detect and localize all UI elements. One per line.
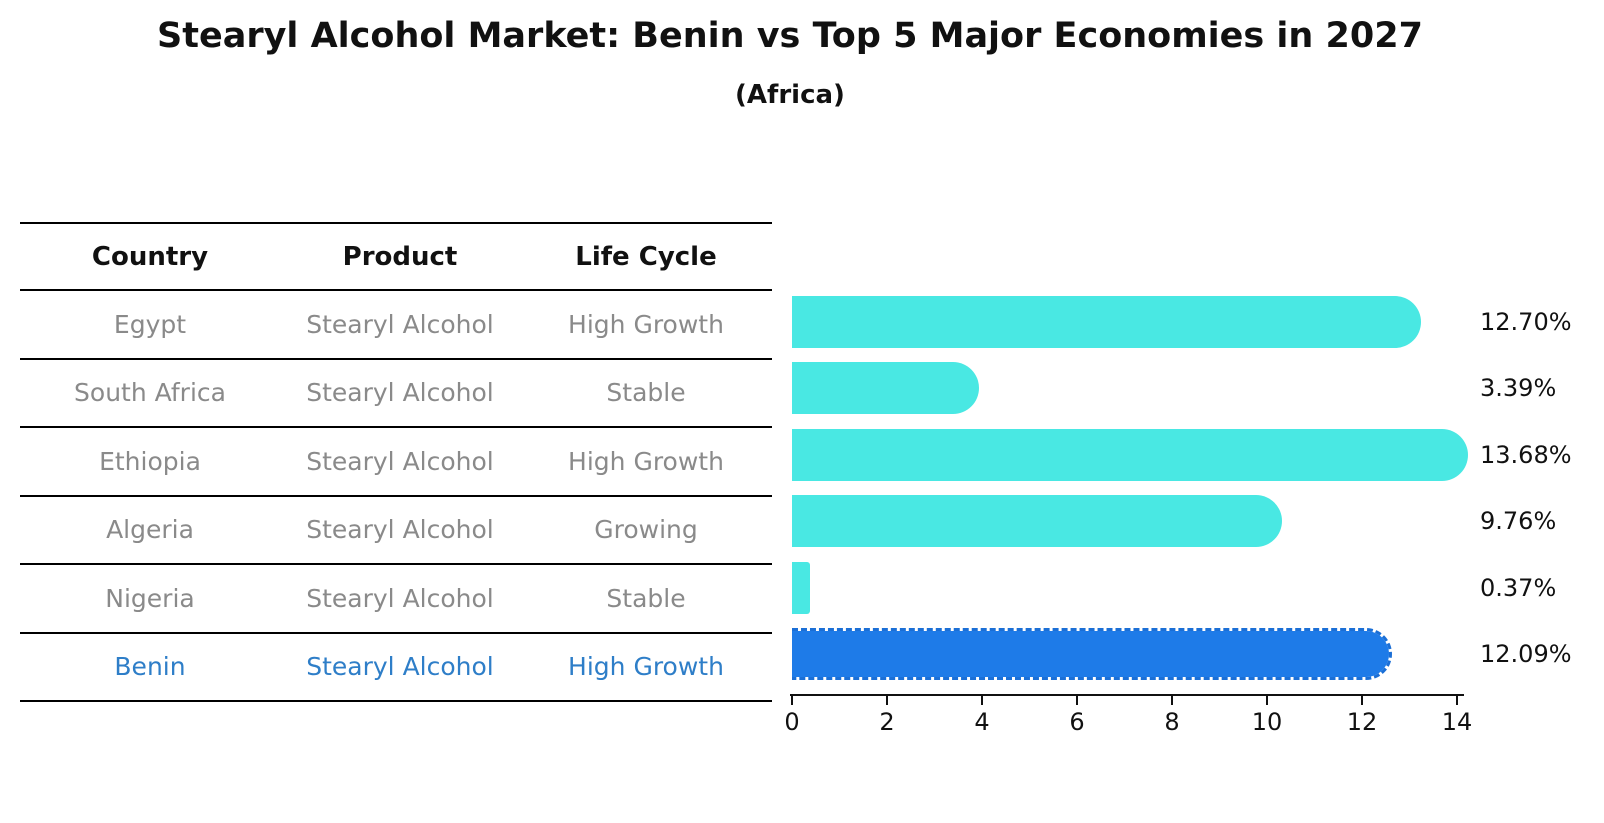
table-row-benin: Benin Stearyl Alcohol High Growth [20, 634, 772, 702]
life-cycle-cell: High Growth [568, 309, 724, 339]
x-axis-tick [1266, 696, 1268, 705]
table-row-nigeria: Nigeria Stearyl Alcohol Stable [20, 565, 772, 634]
product-cell: Stearyl Alcohol [306, 309, 494, 339]
x-axis-tick [886, 696, 888, 705]
value-label-egypt: 12.70% [1480, 308, 1572, 336]
x-axis-tick-label: 6 [1069, 708, 1085, 736]
product-cell: Stearyl Alcohol [306, 378, 494, 408]
country-cell: Benin [114, 652, 186, 682]
product-cell: Stearyl Alcohol [306, 515, 494, 545]
country-cell: Nigeria [105, 583, 195, 613]
x-axis-tick [1171, 696, 1173, 705]
table-header-country: Country [91, 241, 209, 272]
country-cell: South Africa [74, 378, 226, 408]
x-axis-tick-label: 0 [784, 708, 800, 736]
country-cell: Egypt [113, 309, 187, 339]
table-row-ethiopia: Ethiopia Stearyl Alcohol High Growth [20, 428, 772, 497]
x-axis-tick [1361, 696, 1363, 705]
value-label-south-africa: 3.39% [1480, 374, 1557, 402]
page-title: Stearyl Alcohol Market: Benin vs Top 5 M… [157, 16, 1423, 56]
x-axis-tick-label: 4 [974, 708, 990, 736]
x-axis-tick-label: 2 [879, 708, 895, 736]
bar-south-africa [792, 362, 980, 414]
x-axis-line [790, 694, 1464, 696]
value-label-ethiopia: 13.68% [1480, 441, 1572, 469]
country-cell: Ethiopia [99, 446, 201, 476]
product-cell: Stearyl Alcohol [306, 583, 494, 613]
country-cell: Algeria [106, 515, 194, 545]
product-cell: Stearyl Alcohol [306, 652, 494, 682]
table-header-life-cycle: Life Cycle [575, 241, 717, 272]
x-axis-tick-label: 10 [1251, 708, 1283, 736]
x-axis-tick-label: 12 [1346, 708, 1378, 736]
table-row-south-africa: South Africa Stearyl Alcohol Stable [20, 360, 772, 428]
bar-algeria [792, 495, 1282, 547]
life-cycle-cell: High Growth [568, 446, 724, 476]
value-label-nigeria: 0.37% [1480, 574, 1557, 602]
page-subtitle: (Africa) [735, 80, 845, 110]
bar-nigeria [792, 562, 810, 614]
table-header-product: Product [342, 241, 458, 272]
x-axis-tick-label: 8 [1164, 708, 1180, 736]
bar-egypt [792, 296, 1422, 348]
value-label-benin: 12.09% [1480, 640, 1572, 668]
x-axis-tick [1456, 696, 1458, 705]
life-cycle-cell: Stable [606, 583, 686, 613]
x-axis-tick [981, 696, 983, 705]
bar-benin [792, 628, 1393, 680]
bar-ethiopia [792, 429, 1468, 481]
life-cycle-cell: High Growth [568, 652, 724, 682]
life-cycle-cell: Growing [594, 515, 698, 545]
comparison-table: Country Product Life Cycle Egypt Stearyl… [20, 222, 772, 702]
value-label-algeria: 9.76% [1480, 507, 1557, 535]
x-axis-tick [791, 696, 793, 705]
table-row-egypt: Egypt Stearyl Alcohol High Growth [20, 291, 772, 360]
table-row-algeria: Algeria Stearyl Alcohol Growing [20, 497, 772, 565]
x-axis-tick-label: 14 [1441, 708, 1473, 736]
product-cell: Stearyl Alcohol [306, 446, 494, 476]
table-header-row: Country Product Life Cycle [20, 222, 772, 291]
life-cycle-cell: Stable [606, 378, 686, 408]
x-axis-tick [1076, 696, 1078, 705]
